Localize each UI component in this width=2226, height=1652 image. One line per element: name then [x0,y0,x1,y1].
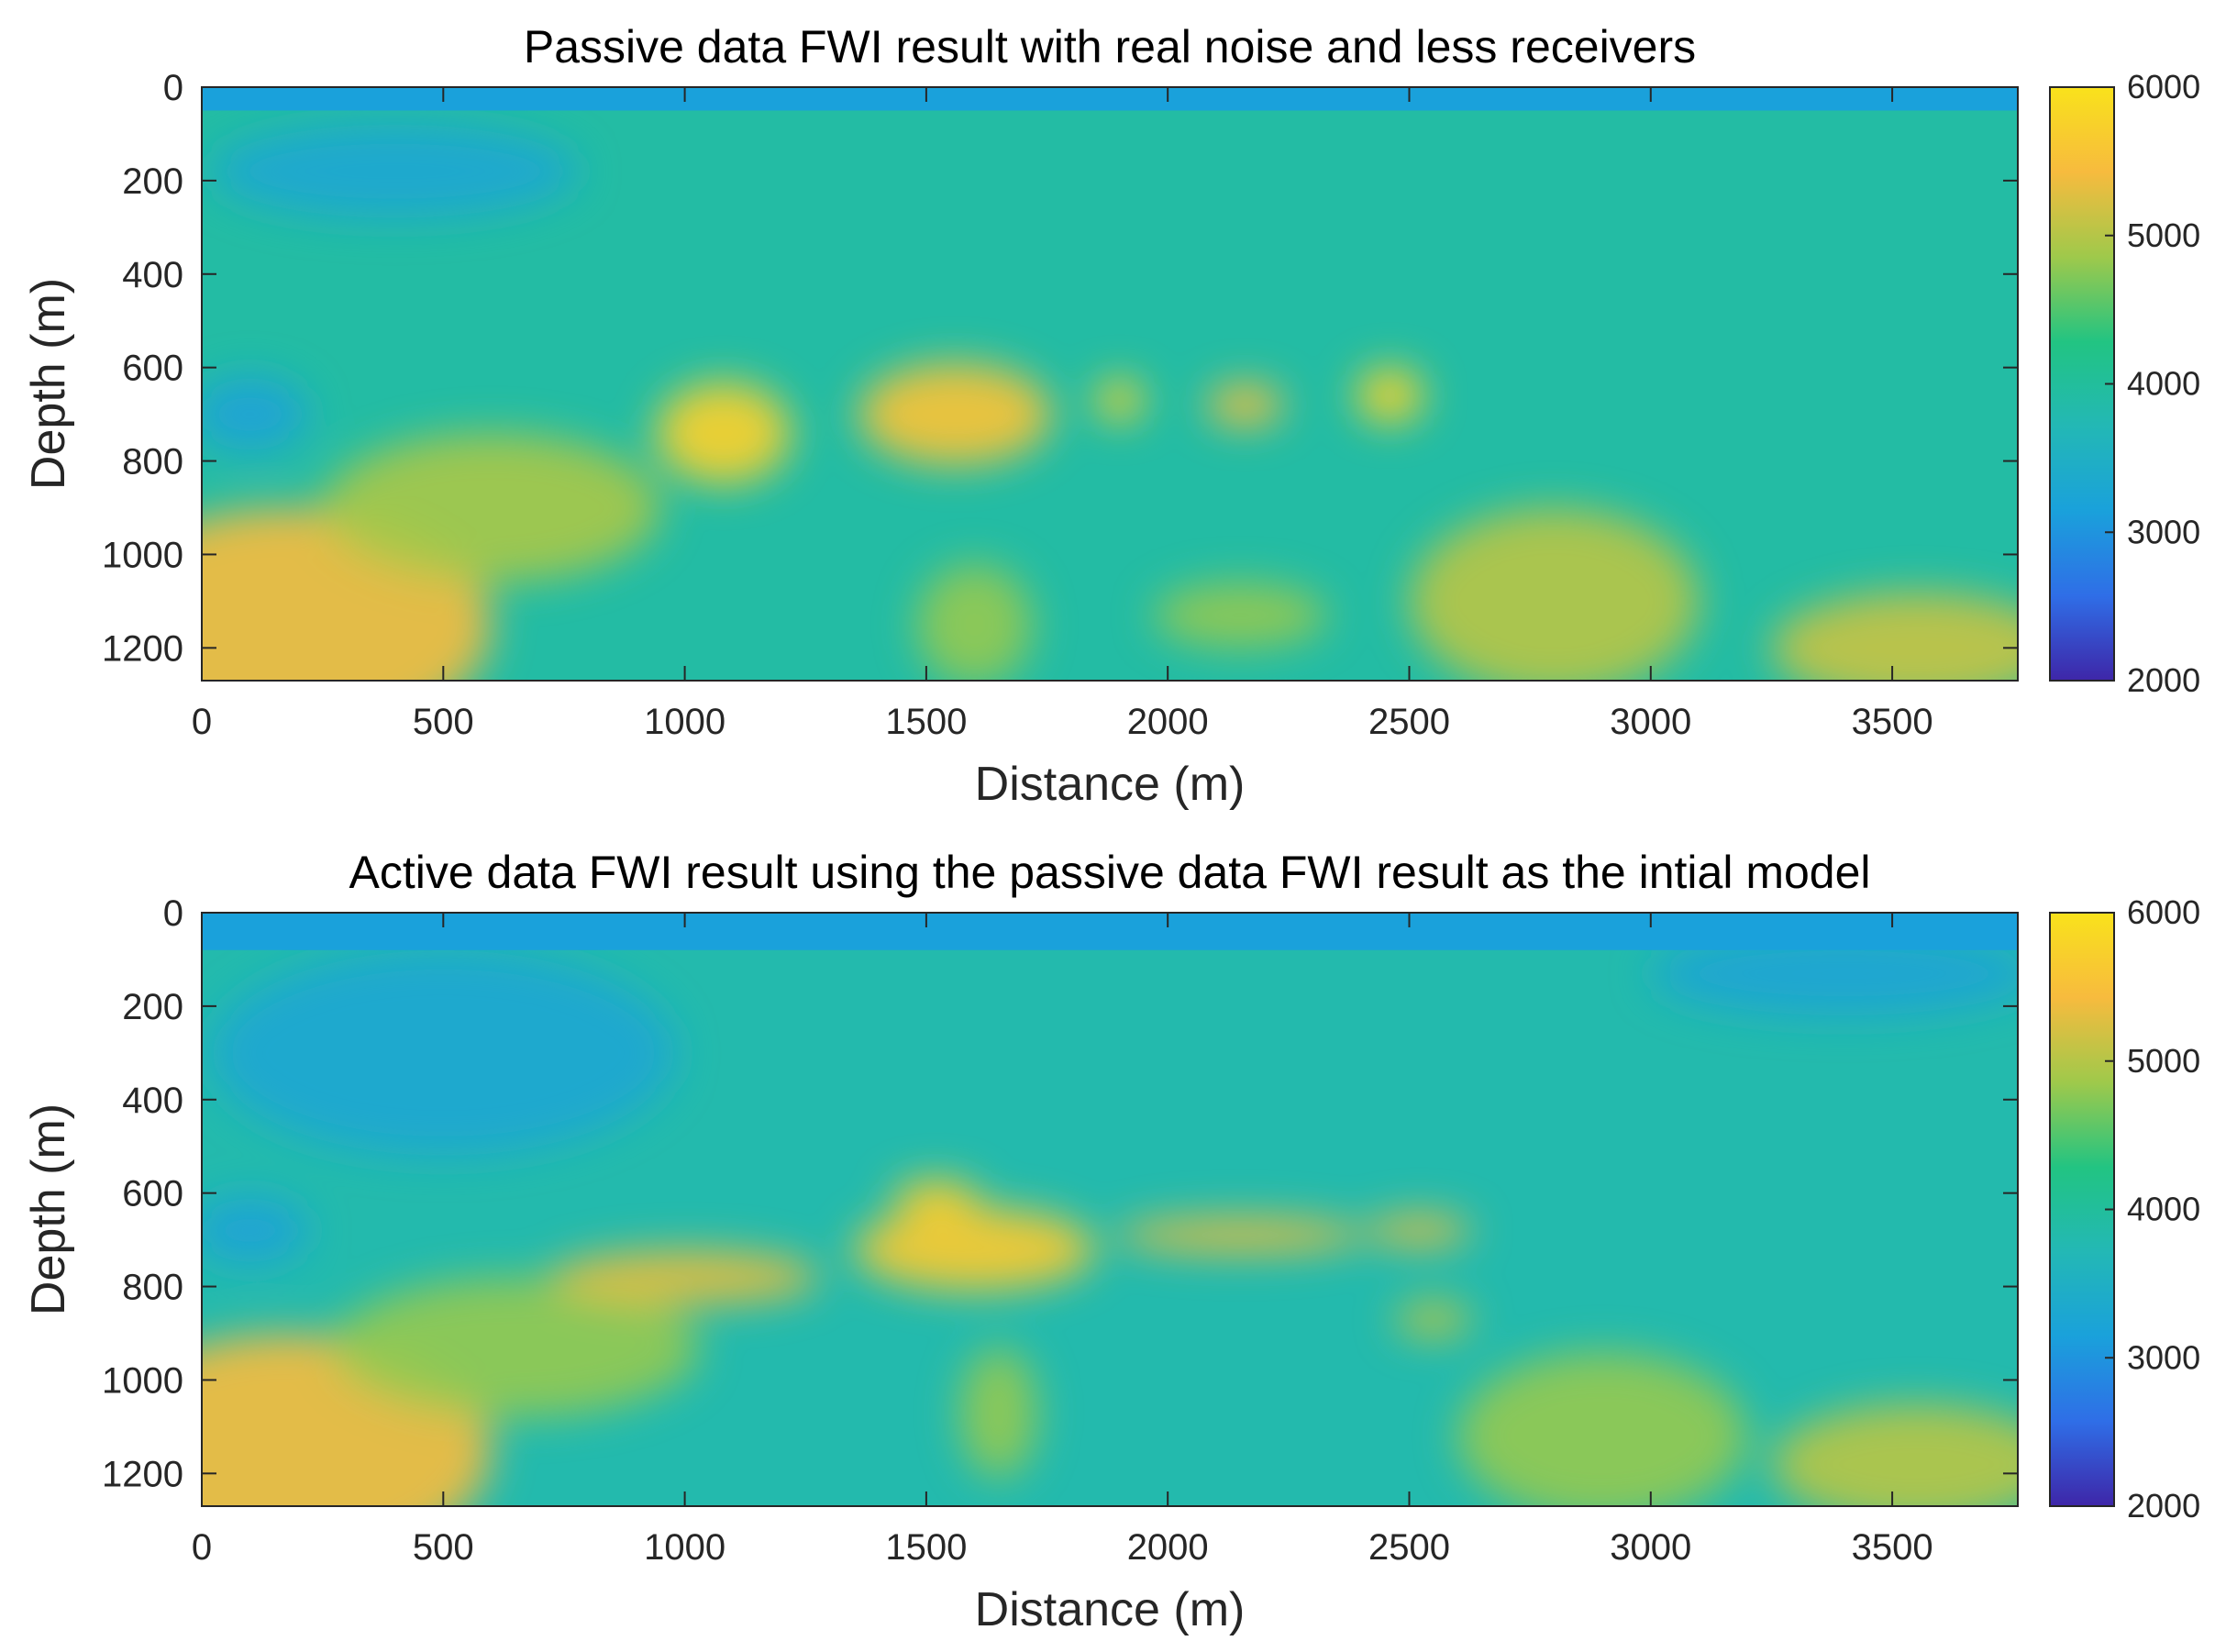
x-tick-label: 0 [192,1527,212,1568]
velocity-feature-10 [1771,1403,2018,1506]
velocity-feature-10 [1771,592,2018,681]
velocity-feature-13 [1650,931,2018,1016]
y-tick-label: 400 [122,255,183,295]
colorbar [2049,912,2115,1507]
y-tick-label: 800 [122,1268,183,1308]
y-tick-label: 600 [122,349,183,389]
y-tick-label: 0 [163,893,183,934]
x-tick-label: 1000 [644,1527,725,1568]
panel-active: 0 500 1000 1500 2000 2500 3000 3500 0 200 400 600 80… [0,826,2226,1651]
x-tick-label: 2500 [1368,702,1450,742]
colorbar-tick-label: 6000 [2127,68,2200,105]
velocity-feature-2 [549,1248,821,1305]
x-tick-label: 2000 [1127,1527,1209,1568]
y-tick-label: 400 [122,1081,183,1121]
colorbar-tick-label: 3000 [2127,1338,2200,1376]
velocity-feature-6 [1366,1214,1472,1247]
x-tick-label: 2000 [1127,702,1209,742]
colorbar-tick-label: 4000 [2127,365,2200,403]
velocity-feature-12 [202,1197,308,1264]
y-tick-label: 200 [122,161,183,202]
y-axis-label: Depth (m) [22,1103,75,1315]
water-layer [202,913,2018,950]
velocity-feature-11 [211,124,579,218]
y-tick-label: 600 [122,1174,183,1214]
velocity-feature-7 [959,1347,1038,1479]
velocity-feature-6 [1356,367,1424,424]
plot-frame [201,86,2019,682]
x-tick-label: 3000 [1610,1527,1691,1568]
x-axis-label: Distance (m) [975,758,1246,811]
velocity-feature-1 [322,432,661,583]
colorbar [2049,86,2115,682]
x-tick-label: 2500 [1368,1527,1450,1568]
y-tick-label: 1200 [102,628,183,669]
velocity-feature-1 [332,1277,700,1418]
chart-title: Active data FWI result using the passive… [349,847,1870,898]
heatmap-chart-passive: 0 500 1000 1500 2000 2500 3000 3500 0 200 400 600 80… [22,21,2200,811]
x-tick-label: 500 [413,702,474,742]
velocity-feature-5 [1114,1216,1367,1254]
colorbar-tick-label: 4000 [2127,1191,2200,1228]
plot-frame [201,912,2019,1507]
colorbar-tick-label: 3000 [2127,513,2200,550]
x-tick-label: 1500 [885,702,967,742]
y-tick-label: 200 [122,987,183,1027]
y-tick-label: 1200 [102,1454,183,1494]
y-tick-label: 1000 [102,1360,183,1401]
velocity-feature-5 [1206,383,1284,427]
x-tick-label: 1500 [885,1527,967,1568]
velocity-field [202,913,2018,1506]
colorbar-tick-label: 5000 [2127,1042,2200,1080]
velocity-feature-11 [211,949,676,1156]
velocity-feature-7 [916,563,1033,681]
velocity-feature-12 [202,376,308,452]
x-tick-label: 500 [413,1527,474,1568]
colorbar-tick-label: 5000 [2127,216,2200,254]
colorbar-tick-label: 6000 [2127,893,2200,931]
velocity-feature-3 [853,1206,1096,1292]
x-tick-label: 3500 [1852,702,1933,742]
x-tick-label: 3500 [1852,1527,1933,1568]
y-tick-label: 0 [163,68,183,108]
water-layer [202,87,2018,111]
y-tick-label: 1000 [102,535,183,575]
x-tick-label: 0 [192,702,212,742]
velocity-feature-8 [1394,1300,1472,1338]
velocity-feature-2 [656,381,792,485]
velocity-feature-4 [892,1179,980,1217]
colorbar-tick-label: 2000 [2127,661,2200,699]
velocity-feature-3 [858,362,1052,466]
y-axis-label: Depth (m) [22,278,75,490]
velocity-feature-9 [1409,507,1700,681]
x-axis-label: Distance (m) [975,1583,1246,1636]
panel-passive: 0 500 1000 1500 2000 2500 3000 3500 0 200 400 600 80… [22,21,2200,811]
chart-title: Passive data FWI result with real noise … [524,21,1696,72]
colorbar-tick-label: 2000 [2127,1487,2200,1524]
heatmap-chart-active: 0 500 1000 1500 2000 2500 3000 3500 0 200 400 600 80… [22,847,2200,1636]
y-tick-label: 800 [122,442,183,482]
x-tick-label: 1000 [644,702,725,742]
velocity-feature-9 [1457,1351,1748,1506]
velocity-feature-8 [1153,582,1327,649]
velocity-feature-4 [1095,379,1144,422]
x-tick-label: 3000 [1610,702,1691,742]
velocity-field [202,87,2018,681]
